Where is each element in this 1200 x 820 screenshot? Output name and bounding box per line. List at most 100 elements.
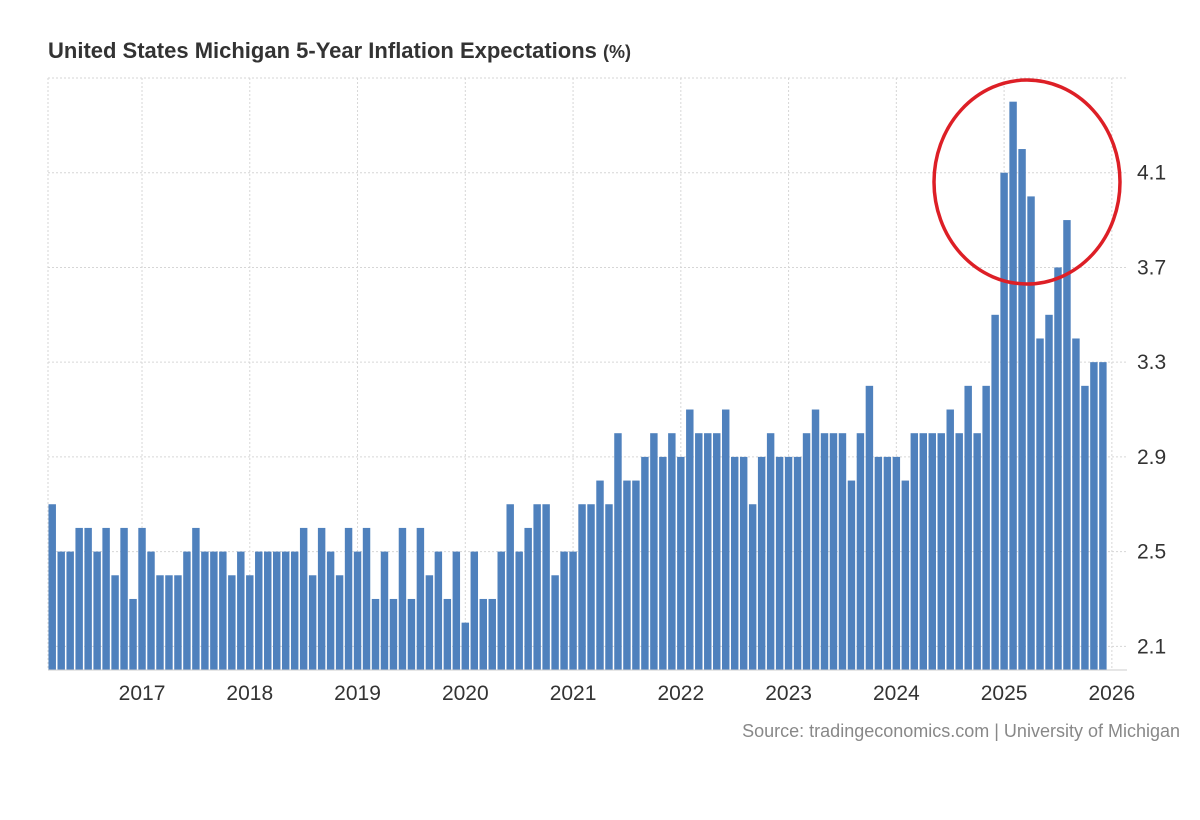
x-tick-label: 2023 [765,682,812,705]
bar [93,551,101,670]
bar [219,551,227,670]
bar [874,456,883,670]
bar [210,551,218,670]
bar [1045,314,1053,670]
annotations [932,78,1122,286]
chart-title-unit: (%) [603,42,632,62]
bar [147,551,155,670]
bar [1099,362,1107,670]
bar [668,433,676,670]
bar [389,598,398,670]
bar [398,527,407,670]
bar [48,504,56,670]
bar [299,527,308,670]
bar [1009,101,1017,671]
bar [865,385,874,670]
bar [326,551,335,670]
bar [264,551,272,670]
bar [946,409,954,670]
bar [982,385,990,670]
bar [551,575,559,670]
x-tick-label: 2025 [981,682,1028,705]
bar [57,551,65,670]
bar [1081,385,1089,670]
bar [1018,149,1026,671]
y-tick-label: 2.9 [1137,446,1166,469]
bar [66,551,74,670]
bar [587,504,595,670]
bar [452,551,461,670]
chart-title: United States Michigan 5-Year Inflation … [48,38,631,64]
bar [820,433,829,670]
bar [713,433,721,670]
bar [695,433,703,670]
bar [192,527,200,670]
bar [362,527,371,670]
bar [955,433,963,670]
bar [847,480,856,670]
bar [335,575,344,670]
bar [1036,338,1044,670]
bar [739,456,748,670]
bar [641,456,649,670]
bar [255,551,263,670]
y-tick-label: 3.3 [1137,351,1166,374]
bar [928,433,936,670]
bar [811,409,820,670]
bar [910,433,919,670]
chart-title-text: United States Michigan 5-Year Inflation … [48,38,597,63]
bar [748,504,757,670]
bar [937,433,945,670]
bar [973,433,981,670]
bar [1090,362,1098,670]
bar [757,456,766,670]
x-tick-label: 2017 [119,682,166,705]
bar [488,598,496,670]
bar [371,598,380,670]
bar [308,575,317,670]
bar [443,598,452,670]
bar [730,456,739,670]
bar [605,504,613,670]
bar [165,575,173,670]
bar [578,504,586,670]
bar [273,551,281,670]
highlight-circle [932,78,1122,286]
bar [650,433,658,670]
bar [461,622,470,670]
bar [722,409,730,670]
bar [470,551,479,670]
x-tick-label: 2024 [873,682,920,705]
bar [686,409,694,670]
bar [174,575,182,670]
bar [129,598,137,670]
bar [228,575,236,670]
bar [829,433,838,670]
bar [497,551,505,670]
y-tick-label: 4.1 [1137,162,1166,185]
bar [1000,172,1008,670]
bar [793,456,802,670]
bar [246,575,254,670]
bar [1072,338,1080,670]
bar [892,456,901,670]
bar [75,527,83,670]
bar [344,527,353,670]
bar [317,527,326,670]
bar [569,551,577,670]
source-note: Source: tradingeconomics.com | Universit… [742,721,1180,741]
x-tick-label: 2022 [657,682,704,705]
bar [111,575,119,670]
bar [425,575,434,670]
x-tick-label: 2026 [1089,682,1136,705]
bar [991,314,999,670]
bar [156,575,164,670]
bar [407,598,416,670]
bar [632,480,640,670]
bar [120,527,128,670]
bar [623,480,631,670]
bar [883,456,892,670]
bar [838,433,847,670]
bar [479,598,487,670]
